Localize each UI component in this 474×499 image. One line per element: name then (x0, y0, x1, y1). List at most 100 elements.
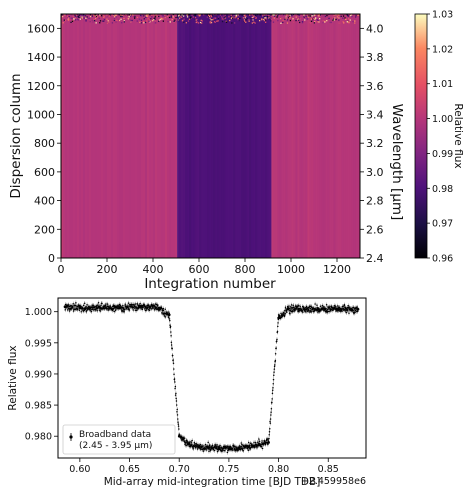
lightcurve-point (113, 310, 116, 313)
lightcurve-y-tick-label: 1.000 (25, 307, 52, 318)
lightcurve-point (272, 387, 274, 389)
heatmap-texture-column (225, 14, 228, 258)
lightcurve-points (63, 300, 360, 455)
heatmap-noise-pixel (193, 15, 195, 17)
lightcurve-point (178, 428, 180, 430)
heatmap-texture-column (69, 14, 71, 258)
heatmap-noise-pixel (214, 21, 216, 23)
lightcurve-point (208, 447, 210, 449)
heatmap-texture-column (311, 14, 314, 258)
heatmap-y-tick-label: 1000 (27, 108, 55, 121)
heatmap-noise-pixel (309, 15, 312, 17)
heatmap-noise-pixel (243, 19, 245, 21)
heatmap-texture-column (91, 14, 93, 258)
lightcurve-point (354, 311, 356, 313)
lightcurve-point (207, 441, 209, 444)
heatmap-texture-column (183, 14, 186, 258)
heatmap-texture-column (309, 14, 312, 258)
heatmap-noise-pixel (235, 14, 237, 16)
heatmap-noise-pixel (74, 14, 76, 16)
heatmap-noise-pixel (319, 18, 321, 20)
heatmap-noise-pixel (304, 19, 306, 21)
heatmap-texture-column (257, 14, 260, 258)
heatmap-noise-pixel (63, 19, 65, 21)
heatmap-noise-pixel (201, 20, 203, 22)
lightcurve-point (267, 440, 270, 443)
heatmap-noise-pixel (225, 21, 228, 23)
heatmap-texture-column (159, 14, 161, 258)
heatmap-noise-pixel (291, 14, 293, 16)
lightcurve-point (177, 421, 179, 423)
heatmap-texture-column (279, 14, 282, 258)
heatmap-noise-pixel (322, 15, 324, 17)
heatmap-noise-pixel (131, 14, 133, 16)
lightcurve-y-tick-label: 0.985 (25, 401, 52, 412)
lightcurve-point (134, 309, 137, 311)
lightcurve-point (337, 305, 339, 307)
heatmap-noise-pixel (335, 14, 337, 16)
heatmap-noise-pixel (254, 22, 256, 24)
heatmap-noise-pixel (206, 16, 208, 18)
heatmap-noise-pixel (251, 14, 254, 16)
heatmap-noise-pixel (215, 14, 217, 16)
heatmap-noise-pixel (326, 14, 328, 17)
heatmap-noise-pixel (111, 14, 114, 16)
lightcurve-point (168, 312, 170, 314)
heatmap-noise-pixel (95, 17, 97, 20)
legend-label: Broadband data (2.45 - 3.95 μm) (79, 430, 152, 451)
heatmap-texture-column (347, 14, 350, 258)
heatmap-texture-column (105, 14, 107, 258)
heatmap-texture-column (281, 14, 284, 258)
heatmap-texture-column (115, 14, 117, 258)
heatmap-noise-pixel (248, 14, 250, 16)
lightcurve-point (168, 318, 171, 320)
heatmap-noise-pixel (64, 14, 66, 16)
heatmap-texture-column (197, 14, 200, 258)
heatmap-noise-pixel (332, 17, 334, 19)
heatmap-noise-pixel (262, 18, 265, 21)
heatmap-noise-pixel (136, 20, 138, 22)
lightcurve-point (258, 440, 261, 442)
heatmap-noise-pixel (207, 15, 209, 17)
lightcurve-point (123, 308, 126, 311)
heatmap-texture-column (65, 14, 67, 258)
heatmap-noise-pixel (78, 16, 80, 18)
heatmap-noise-pixel (254, 15, 256, 18)
heatmap-noise-pixel (161, 14, 163, 16)
lightcurve-point (271, 392, 274, 395)
heatmap-noise-pixel (219, 14, 222, 16)
heatmap-y2-tick-label: 3.2 (366, 137, 384, 150)
heatmap-noise-pixel (277, 20, 279, 22)
heatmap-texture-column (291, 14, 294, 258)
heatmap-noise-pixel (118, 16, 120, 18)
heatmap-noise-pixel (180, 16, 183, 18)
lightcurve-point (162, 309, 165, 312)
heatmap-y-tick-label: 600 (34, 166, 55, 179)
heatmap-noise-pixel (347, 21, 350, 23)
heatmap-noise-pixel (262, 14, 264, 16)
lightcurve-point (127, 302, 130, 304)
lightcurve-point (323, 306, 325, 308)
heatmap-noise-pixel (108, 15, 110, 18)
heatmap-noise-pixel (280, 22, 282, 24)
heatmap-noise-pixel (155, 14, 157, 16)
lightcurve-x-tick-label: 0.80 (268, 464, 289, 475)
heatmap-noise-pixel (230, 17, 233, 20)
lightcurve-point (247, 449, 250, 452)
heatmap-noise-pixel (333, 14, 335, 17)
heatmap-texture-column (201, 14, 204, 258)
heatmap-noise-pixel (190, 16, 192, 18)
heatmap-noise-pixel (213, 17, 215, 19)
heatmap-noise-pixel (314, 18, 316, 20)
heatmap-noise-pixel (102, 14, 105, 16)
heatmap-noise-pixel (142, 20, 145, 23)
lightcurve-point (167, 316, 170, 318)
lightcurve-point (171, 347, 173, 350)
heatmap-noise-pixel (319, 15, 321, 18)
heatmap-noise-pixel (122, 17, 124, 19)
heatmap-noise-pixel (81, 17, 83, 19)
heatmap-noise-pixel (178, 20, 180, 22)
lightcurve-point (177, 425, 180, 427)
heatmap-noise-pixel (172, 14, 174, 17)
lightcurve-point (174, 385, 177, 388)
